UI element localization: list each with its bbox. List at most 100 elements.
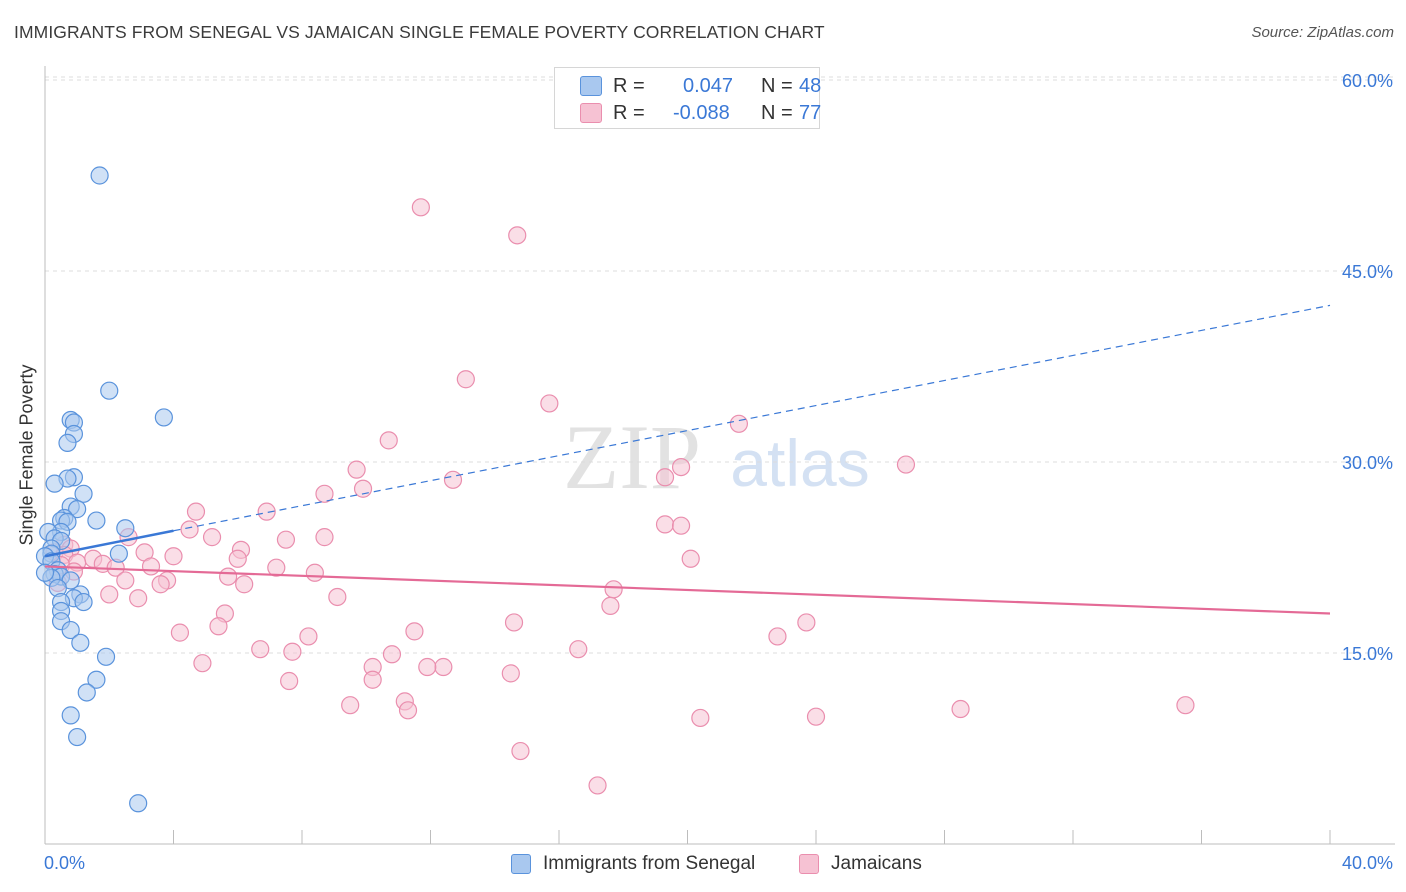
jamaica-point: [328, 587, 347, 607]
jamaica-point: [768, 627, 787, 646]
senegal-point: [77, 683, 96, 702]
jamaica-point: [604, 580, 623, 599]
watermark-zip: ZIP: [563, 406, 701, 508]
jamaica-point: [411, 198, 430, 217]
legend-jamaica-label: Jamaicans: [831, 853, 922, 874]
senegal-point: [58, 433, 77, 452]
jamaica-swatch: [580, 103, 602, 123]
jamaica-point: [398, 701, 418, 720]
jamaica-point: [341, 696, 360, 715]
senegal-point: [116, 519, 135, 538]
jamaica-point: [141, 557, 161, 576]
jamaica-point: [315, 528, 334, 547]
senegal-point: [154, 408, 173, 427]
senegal-point: [87, 670, 106, 689]
chart-title: IMMIGRANTS FROM SENEGAL VS JAMAICAN SING…: [14, 22, 825, 42]
jamaica-point: [116, 571, 135, 590]
watermark-atlas: atlas: [730, 426, 869, 500]
jamaica-point: [681, 549, 700, 568]
jamaica-point: [443, 470, 463, 489]
jamaica-point: [951, 699, 970, 719]
jamaica-point: [299, 627, 318, 646]
jamaica-point: [511, 741, 530, 761]
y-tick-label: 60.0%: [1342, 71, 1393, 91]
y-tick-label: 45.0%: [1342, 262, 1393, 282]
jamaica-point: [164, 547, 183, 566]
jamaica-point: [501, 664, 520, 683]
n-label: N =: [761, 101, 793, 124]
senegal-point: [109, 544, 128, 563]
legend-jamaica-swatch: [799, 854, 819, 874]
senegal-trend-line: [44, 529, 174, 558]
senegal-point: [68, 727, 87, 747]
r-value: -0.088: [673, 101, 730, 124]
jamaica-point: [280, 671, 299, 691]
jamaica-point: [209, 617, 228, 636]
jamaica-point: [257, 502, 276, 521]
r-value: 0.047: [683, 74, 734, 97]
jamaica-point: [129, 589, 148, 608]
senegal-point: [96, 647, 116, 666]
legend-senegal-label: Immigrants from Senegal: [543, 853, 756, 874]
jamaica-point: [315, 484, 334, 503]
senegal-point: [74, 592, 93, 612]
senegal-point: [87, 511, 106, 530]
jamaica-point: [151, 575, 170, 594]
senegal-point: [61, 706, 80, 725]
n-value: 77: [799, 101, 822, 124]
jamaica-point: [347, 460, 366, 479]
senegal-trend-extension: [173, 304, 1331, 532]
senegal-point: [61, 620, 80, 640]
senegal-point: [68, 500, 87, 519]
legend-senegal: Immigrants from Senegal: [511, 852, 755, 876]
jamaica-point: [305, 563, 324, 582]
jamaica-point: [729, 414, 749, 433]
jamaica-point: [691, 708, 710, 728]
senegal-point: [71, 633, 90, 652]
jamaica-point: [601, 596, 620, 615]
jamaica-point: [180, 520, 199, 539]
jamaica-point: [228, 549, 247, 568]
jamaica-point: [896, 455, 916, 474]
senegal-point: [100, 381, 119, 400]
jamaica-point: [382, 645, 402, 664]
jamaica-point: [797, 613, 816, 632]
jamaica-point: [100, 585, 119, 604]
y-tick-label: 30.0%: [1342, 453, 1393, 473]
jamaica-point: [671, 516, 691, 535]
jamaica-point: [202, 528, 222, 547]
jamaica-point: [405, 622, 424, 641]
jamaica-point: [193, 654, 212, 673]
n-label: N =: [761, 74, 793, 97]
jamaica-point: [456, 370, 475, 389]
jamaica-point: [235, 575, 254, 594]
jamaica-point: [569, 640, 588, 659]
x-tick-label: 40.0%: [1342, 853, 1393, 873]
jamaica-point: [276, 530, 296, 549]
jamaica-point: [806, 707, 826, 726]
n-value: 48: [799, 74, 822, 97]
y-axis-label: Single Female Poverty: [16, 364, 37, 546]
jamaica-point: [219, 567, 238, 586]
source-label: Source: ZipAtlas.com: [1251, 24, 1394, 41]
senegal-point: [74, 484, 93, 503]
jamaica-point: [353, 479, 373, 498]
jamaica-trend-line: [44, 565, 1331, 615]
r-label: R =: [613, 74, 645, 97]
r-label: R =: [613, 101, 645, 124]
legend-jamaica: Jamaicans: [799, 852, 922, 876]
senegal-point: [45, 474, 64, 493]
jamaica-point: [655, 515, 675, 534]
jamaica-point: [186, 502, 206, 521]
jamaica-point: [588, 776, 607, 795]
jamaica-point: [671, 457, 691, 477]
jamaica-point: [418, 657, 437, 677]
jamaica-point: [170, 623, 190, 642]
stats-box: R = 0.047 N = 48 R = -0.088 N = 77: [554, 67, 822, 129]
jamaica-point: [1176, 696, 1195, 715]
y-tick-label: 15.0%: [1342, 644, 1393, 664]
jamaica-point: [655, 468, 675, 487]
x-tick-label: 0.0%: [44, 853, 85, 873]
senegal-point: [90, 166, 109, 185]
